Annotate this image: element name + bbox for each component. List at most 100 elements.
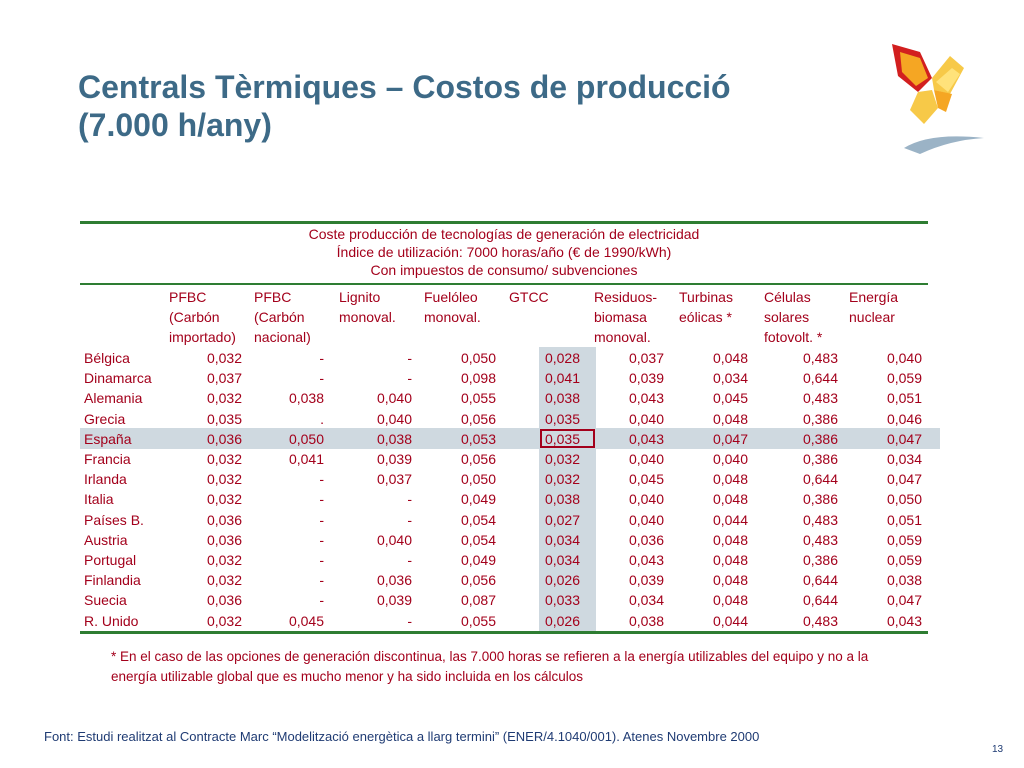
table-bottom-rule	[80, 631, 928, 634]
column-header-line: monoval.	[339, 309, 396, 325]
cost-cell: 0,032	[206, 612, 242, 629]
cost-cell: 0,098	[460, 370, 496, 387]
cost-cell: 0,053	[460, 430, 496, 447]
cost-cell: -	[407, 350, 412, 366]
cost-cell: 0,032	[544, 471, 580, 488]
slide-title: Centrals Tèrmiques – Costos de producció…	[78, 68, 858, 144]
cost-cell: 0,041	[544, 370, 580, 387]
cost-cell: 0,034	[712, 370, 748, 387]
column-header: Lignito monoval.	[339, 287, 396, 327]
column-header-line: Células	[764, 289, 811, 305]
cost-cell: 0,386	[802, 430, 838, 447]
cost-cell: 0,032	[544, 451, 580, 467]
footnote-line-1: * En el caso de las opciones de generaci…	[111, 649, 869, 664]
cost-cell: 0,048	[712, 350, 748, 366]
cost-cell: 0,043	[628, 552, 664, 568]
cost-cell: 0,048	[712, 572, 748, 589]
caption-line-1: Coste producción de tecnologías de gener…	[308, 226, 700, 242]
cost-cell: 0,644	[802, 572, 838, 589]
cost-cell: 0,047	[886, 592, 922, 609]
column-header-line: (Carbón	[254, 309, 305, 325]
cost-cell: 0,032	[206, 552, 242, 568]
cost-cell: 0,045	[712, 390, 748, 407]
table-row: Bélgica 0,032 - - 0,050 0,028 0,037 0,048 0,483 0…	[80, 348, 928, 368]
cost-cell: .	[320, 410, 324, 427]
cost-cell: 0,038	[376, 430, 412, 447]
country-name: Finlandia	[84, 572, 141, 589]
cost-cell: 0,046	[886, 410, 922, 427]
cost-cell: 0,036	[376, 572, 412, 589]
cost-cell: 0,034	[886, 451, 922, 467]
cost-cell: 0,048	[712, 410, 748, 427]
cost-cell: 0,040	[376, 531, 412, 548]
cost-cell: 0,644	[802, 471, 838, 488]
cost-cell: 0,040	[628, 491, 664, 508]
cost-cell: 0,028	[544, 350, 580, 366]
swoosh-logo	[904, 136, 984, 154]
cost-cell: 0,040	[628, 451, 664, 467]
country-name: Dinamarca	[84, 370, 152, 387]
column-header: Energía nuclear	[849, 287, 898, 327]
cost-cell: 0,054	[460, 531, 496, 548]
cost-cell: -	[319, 511, 324, 528]
title-line-2: (7.000 h/any)	[78, 107, 272, 143]
cost-cell: -	[407, 491, 412, 508]
cost-cell: 0,036	[206, 531, 242, 548]
source-citation: Font: Estudi realitzat al Contracte Marc…	[44, 729, 760, 744]
cost-cell: 0,026	[544, 612, 580, 629]
column-header: Células solares fotovolt. *	[764, 287, 822, 347]
cost-cell: 0,035	[544, 410, 580, 427]
table-row: Portugal 0,032 - - 0,049 0,034 0,043 0,048 0,386…	[80, 550, 928, 570]
cost-cell: 0,049	[460, 491, 496, 508]
cost-cell: 0,047	[886, 430, 922, 447]
table-row: Austria 0,036 - 0,040 0,054 0,034 0,036 0,048 0,…	[80, 530, 928, 550]
caption-line-3: Con impuestos de consumo/ subvenciones	[370, 262, 638, 278]
cost-cell: 0,043	[628, 430, 664, 447]
cost-cell: -	[407, 511, 412, 528]
country-name: Portugal	[84, 552, 137, 568]
cost-cell: 0,059	[886, 370, 922, 387]
column-header-line: solares	[764, 309, 810, 325]
cost-cell: 0,040	[886, 350, 922, 366]
cost-cell: 0,039	[628, 572, 664, 589]
cost-cell: 0,040	[376, 410, 412, 427]
cost-cell: 0,036	[206, 511, 242, 528]
cost-cell: 0,644	[802, 370, 838, 387]
cost-cell: 0,038	[288, 390, 324, 407]
column-header: Fuelóleo monoval.	[424, 287, 481, 327]
cost-cell: 0,056	[460, 410, 496, 427]
cost-cell: 0,038	[544, 491, 580, 508]
cost-cell: 0,054	[460, 511, 496, 528]
cost-cell: 0,034	[628, 592, 664, 609]
cost-cell: 0,059	[886, 531, 922, 548]
cost-cell: 0,032	[206, 451, 242, 467]
column-header-line: nacional)	[254, 329, 311, 345]
cost-cell: 0,059	[886, 552, 922, 568]
column-header: PFBC (Carbón importado)	[169, 287, 236, 347]
cost-cell: 0,027	[544, 511, 580, 528]
cost-cell: 0,055	[460, 390, 496, 407]
column-header-line: eólicas *	[679, 309, 732, 325]
espana-gtcc-marker	[540, 429, 595, 448]
title-line-1: Centrals Tèrmiques – Costos de producció	[78, 69, 731, 105]
column-header-line: monoval.	[424, 309, 481, 325]
country-name: R. Unido	[84, 612, 139, 629]
table-row: Finlandia 0,032 - 0,036 0,056 0,026 0,039 0,048…	[80, 570, 928, 590]
cost-cell: 0,040	[712, 451, 748, 467]
cost-cell: 0,050	[886, 491, 922, 508]
column-header-line: Turbinas	[679, 289, 733, 305]
cost-cell: 0,483	[802, 511, 838, 528]
cost-cell: 0,039	[628, 370, 664, 387]
cost-cell: 0,048	[712, 491, 748, 508]
cost-cell: 0,049	[460, 552, 496, 568]
cost-cell: 0,033	[544, 592, 580, 609]
cost-cell: 0,039	[376, 592, 412, 609]
footnote: * En el caso de las opciones de generaci…	[111, 647, 931, 687]
cost-cell: -	[319, 592, 324, 609]
cost-cell: -	[407, 612, 412, 629]
cost-cell: 0,050	[288, 430, 324, 447]
country-name: Suecia	[84, 592, 127, 609]
cost-cell: 0,032	[206, 572, 242, 589]
column-header-line: fotovolt. *	[764, 329, 823, 345]
table-row: R. Unido 0,032 0,045 - 0,055 0,026 0,038 0,044 0…	[80, 611, 928, 631]
